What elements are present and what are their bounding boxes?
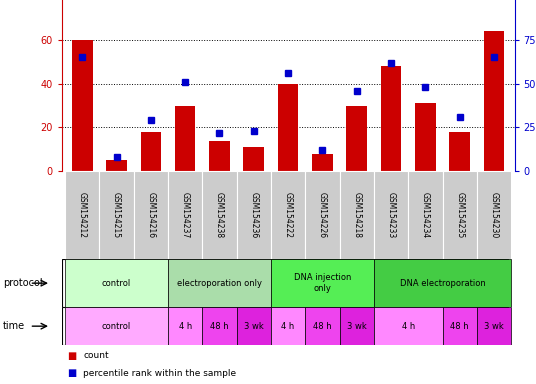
Text: ■: ■: [67, 368, 76, 378]
Bar: [175, 106, 196, 171]
Text: GSM154218: GSM154218: [352, 192, 361, 238]
Bar: [140, 132, 161, 171]
Bar: [477, 171, 511, 259]
Text: time: time: [3, 321, 25, 331]
Bar: [236, 171, 271, 259]
Bar: [374, 307, 443, 345]
Text: 48 h: 48 h: [313, 322, 332, 331]
Bar: [306, 171, 340, 259]
Bar: [168, 307, 202, 345]
Text: count: count: [83, 351, 109, 360]
Bar: [443, 307, 477, 345]
Bar: [271, 171, 306, 259]
Bar: [312, 154, 333, 171]
Bar: [408, 171, 443, 259]
Bar: [374, 171, 408, 259]
Bar: [209, 141, 230, 171]
Text: GSM154222: GSM154222: [284, 192, 293, 238]
Bar: [72, 40, 93, 171]
Bar: [202, 171, 236, 259]
Bar: [65, 171, 99, 259]
Text: GSM154212: GSM154212: [78, 192, 87, 238]
Text: GSM154226: GSM154226: [318, 192, 327, 238]
Text: 4 h: 4 h: [178, 322, 192, 331]
Text: GSM154215: GSM154215: [112, 192, 121, 238]
Text: GSM154233: GSM154233: [386, 192, 396, 238]
Text: GSM154235: GSM154235: [455, 192, 464, 238]
Text: GSM154230: GSM154230: [489, 192, 498, 238]
Bar: [381, 66, 401, 171]
Bar: [449, 132, 470, 171]
Bar: [65, 259, 168, 307]
Text: electroporation only: electroporation only: [177, 279, 262, 288]
Text: GSM154234: GSM154234: [421, 192, 430, 238]
Text: protocol: protocol: [3, 278, 42, 288]
Bar: [236, 307, 271, 345]
Bar: [415, 103, 436, 171]
Bar: [65, 307, 168, 345]
Text: 3 wk: 3 wk: [347, 322, 367, 331]
Text: ■: ■: [67, 351, 76, 361]
Text: GSM154237: GSM154237: [181, 192, 190, 238]
Text: GSM154238: GSM154238: [215, 192, 224, 238]
Bar: [133, 171, 168, 259]
Bar: [168, 171, 202, 259]
Bar: [243, 147, 264, 171]
Text: 48 h: 48 h: [450, 322, 469, 331]
Bar: [271, 307, 306, 345]
Bar: [443, 171, 477, 259]
Bar: [374, 259, 511, 307]
Bar: [271, 259, 374, 307]
Bar: [278, 84, 299, 171]
Text: control: control: [102, 279, 131, 288]
Bar: [202, 307, 236, 345]
Bar: [340, 171, 374, 259]
Text: GSM154216: GSM154216: [146, 192, 155, 238]
Bar: [483, 31, 504, 171]
Text: DNA electroporation: DNA electroporation: [400, 279, 486, 288]
Bar: [477, 307, 511, 345]
Text: control: control: [102, 322, 131, 331]
Bar: [346, 106, 367, 171]
Bar: [106, 160, 127, 171]
Bar: [306, 307, 340, 345]
Bar: [168, 259, 271, 307]
Text: 3 wk: 3 wk: [244, 322, 264, 331]
Text: GSM154236: GSM154236: [249, 192, 258, 238]
Text: 3 wk: 3 wk: [484, 322, 504, 331]
Text: 4 h: 4 h: [401, 322, 415, 331]
Bar: [99, 171, 133, 259]
Text: 48 h: 48 h: [210, 322, 229, 331]
Text: 4 h: 4 h: [281, 322, 295, 331]
Text: percentile rank within the sample: percentile rank within the sample: [83, 369, 236, 378]
Bar: [340, 307, 374, 345]
Text: DNA injection
only: DNA injection only: [294, 273, 351, 293]
